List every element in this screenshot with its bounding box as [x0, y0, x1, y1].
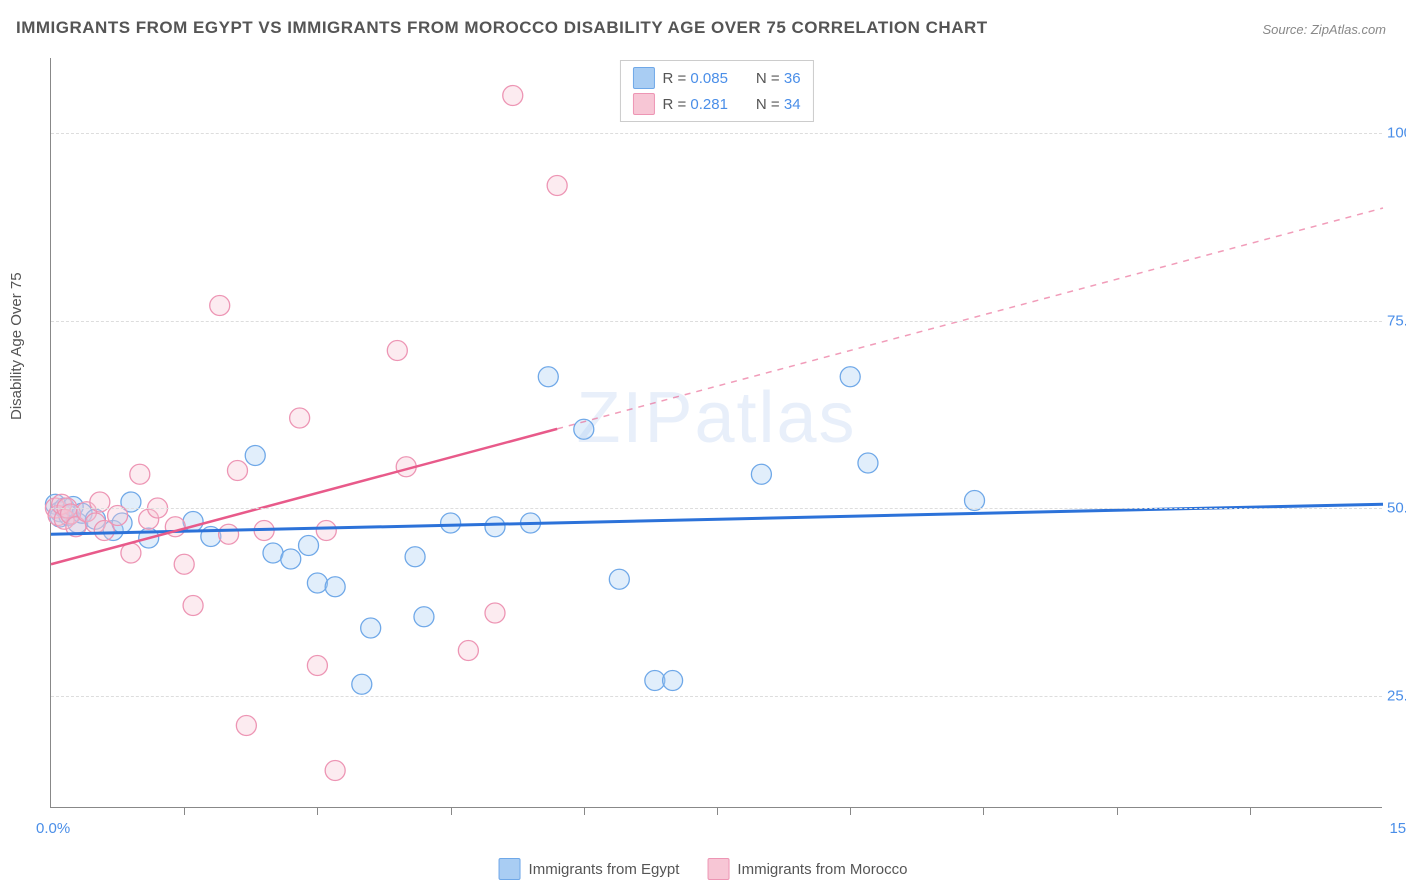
scatter-point	[387, 341, 407, 361]
legend-swatch	[632, 67, 654, 89]
scatter-point	[751, 464, 771, 484]
scatter-point	[485, 603, 505, 623]
scatter-point	[352, 674, 372, 694]
y-tick-label: 100.0%	[1387, 125, 1406, 142]
scatter-point	[245, 446, 265, 466]
scatter-point	[609, 569, 629, 589]
source-attribution: Source: ZipAtlas.com	[1262, 22, 1386, 37]
series-legend-item: Immigrants from Egypt	[499, 858, 680, 880]
y-axis-label: Disability Age Over 75	[8, 272, 25, 420]
scatter-point	[858, 453, 878, 473]
plot-area: ZIPatlas R = 0.085N = 36R = 0.281N = 34 …	[50, 58, 1382, 808]
scatter-point	[90, 492, 110, 512]
scatter-point	[307, 573, 327, 593]
scatter-point	[441, 513, 461, 533]
scatter-point	[130, 464, 150, 484]
legend-n: N = 36	[756, 70, 801, 87]
scatter-point	[174, 554, 194, 574]
x-tick	[584, 807, 585, 815]
legend-swatch	[499, 858, 521, 880]
chart-title: IMMIGRANTS FROM EGYPT VS IMMIGRANTS FROM…	[16, 18, 988, 38]
scatter-point	[538, 367, 558, 387]
gridline	[51, 508, 1382, 509]
x-tick	[1117, 807, 1118, 815]
legend-row: R = 0.085 N = 36	[632, 65, 800, 91]
x-tick	[983, 807, 984, 815]
y-tick-label: 75.0%	[1387, 312, 1406, 329]
legend-row: R = 0.281 N = 34	[632, 91, 800, 117]
scatter-point	[236, 716, 256, 736]
scatter-point	[219, 524, 239, 544]
series-legend-label: Immigrants from Egypt	[529, 861, 680, 878]
scatter-point	[299, 536, 319, 556]
legend-swatch	[632, 93, 654, 115]
scatter-point	[290, 408, 310, 428]
scatter-point	[458, 641, 478, 661]
scatter-point	[547, 176, 567, 196]
trendline-dashed	[557, 208, 1383, 429]
scatter-point	[263, 543, 283, 563]
correlation-legend: R = 0.085 N = 36 R = 0.281 N = 34	[619, 60, 813, 122]
x-tick	[1250, 807, 1251, 815]
y-tick-label: 50.0%	[1387, 500, 1406, 517]
scatter-point	[183, 596, 203, 616]
legend-r: R = 0.085	[662, 70, 727, 87]
x-tick	[317, 807, 318, 815]
legend-r: R = 0.281	[662, 96, 727, 113]
legend-swatch	[707, 858, 729, 880]
scatter-point	[316, 521, 336, 541]
scatter-point	[325, 577, 345, 597]
scatter-point	[281, 549, 301, 569]
series-legend: Immigrants from Egypt Immigrants from Mor…	[499, 858, 908, 880]
y-tick-label: 25.0%	[1387, 687, 1406, 704]
scatter-point	[227, 461, 247, 481]
x-tick	[451, 807, 452, 815]
scatter-point	[840, 367, 860, 387]
gridline	[51, 321, 1382, 322]
scatter-point	[361, 618, 381, 638]
x-tick	[850, 807, 851, 815]
legend-n: N = 34	[756, 96, 801, 113]
gridline	[51, 696, 1382, 697]
x-tick	[184, 807, 185, 815]
scatter-point	[485, 517, 505, 537]
scatter-point	[405, 547, 425, 567]
scatter-point	[210, 296, 230, 316]
x-axis-min-label: 0.0%	[36, 820, 70, 837]
x-tick	[717, 807, 718, 815]
series-legend-item: Immigrants from Morocco	[707, 858, 907, 880]
series-legend-label: Immigrants from Morocco	[737, 861, 907, 878]
gridline	[51, 133, 1382, 134]
scatter-point	[645, 671, 665, 691]
x-axis-max-label: 15.0%	[1389, 820, 1406, 837]
scatter-point	[663, 671, 683, 691]
scatter-point	[503, 86, 523, 106]
scatter-point	[325, 761, 345, 781]
scatter-point	[414, 607, 434, 627]
scatter-point	[307, 656, 327, 676]
